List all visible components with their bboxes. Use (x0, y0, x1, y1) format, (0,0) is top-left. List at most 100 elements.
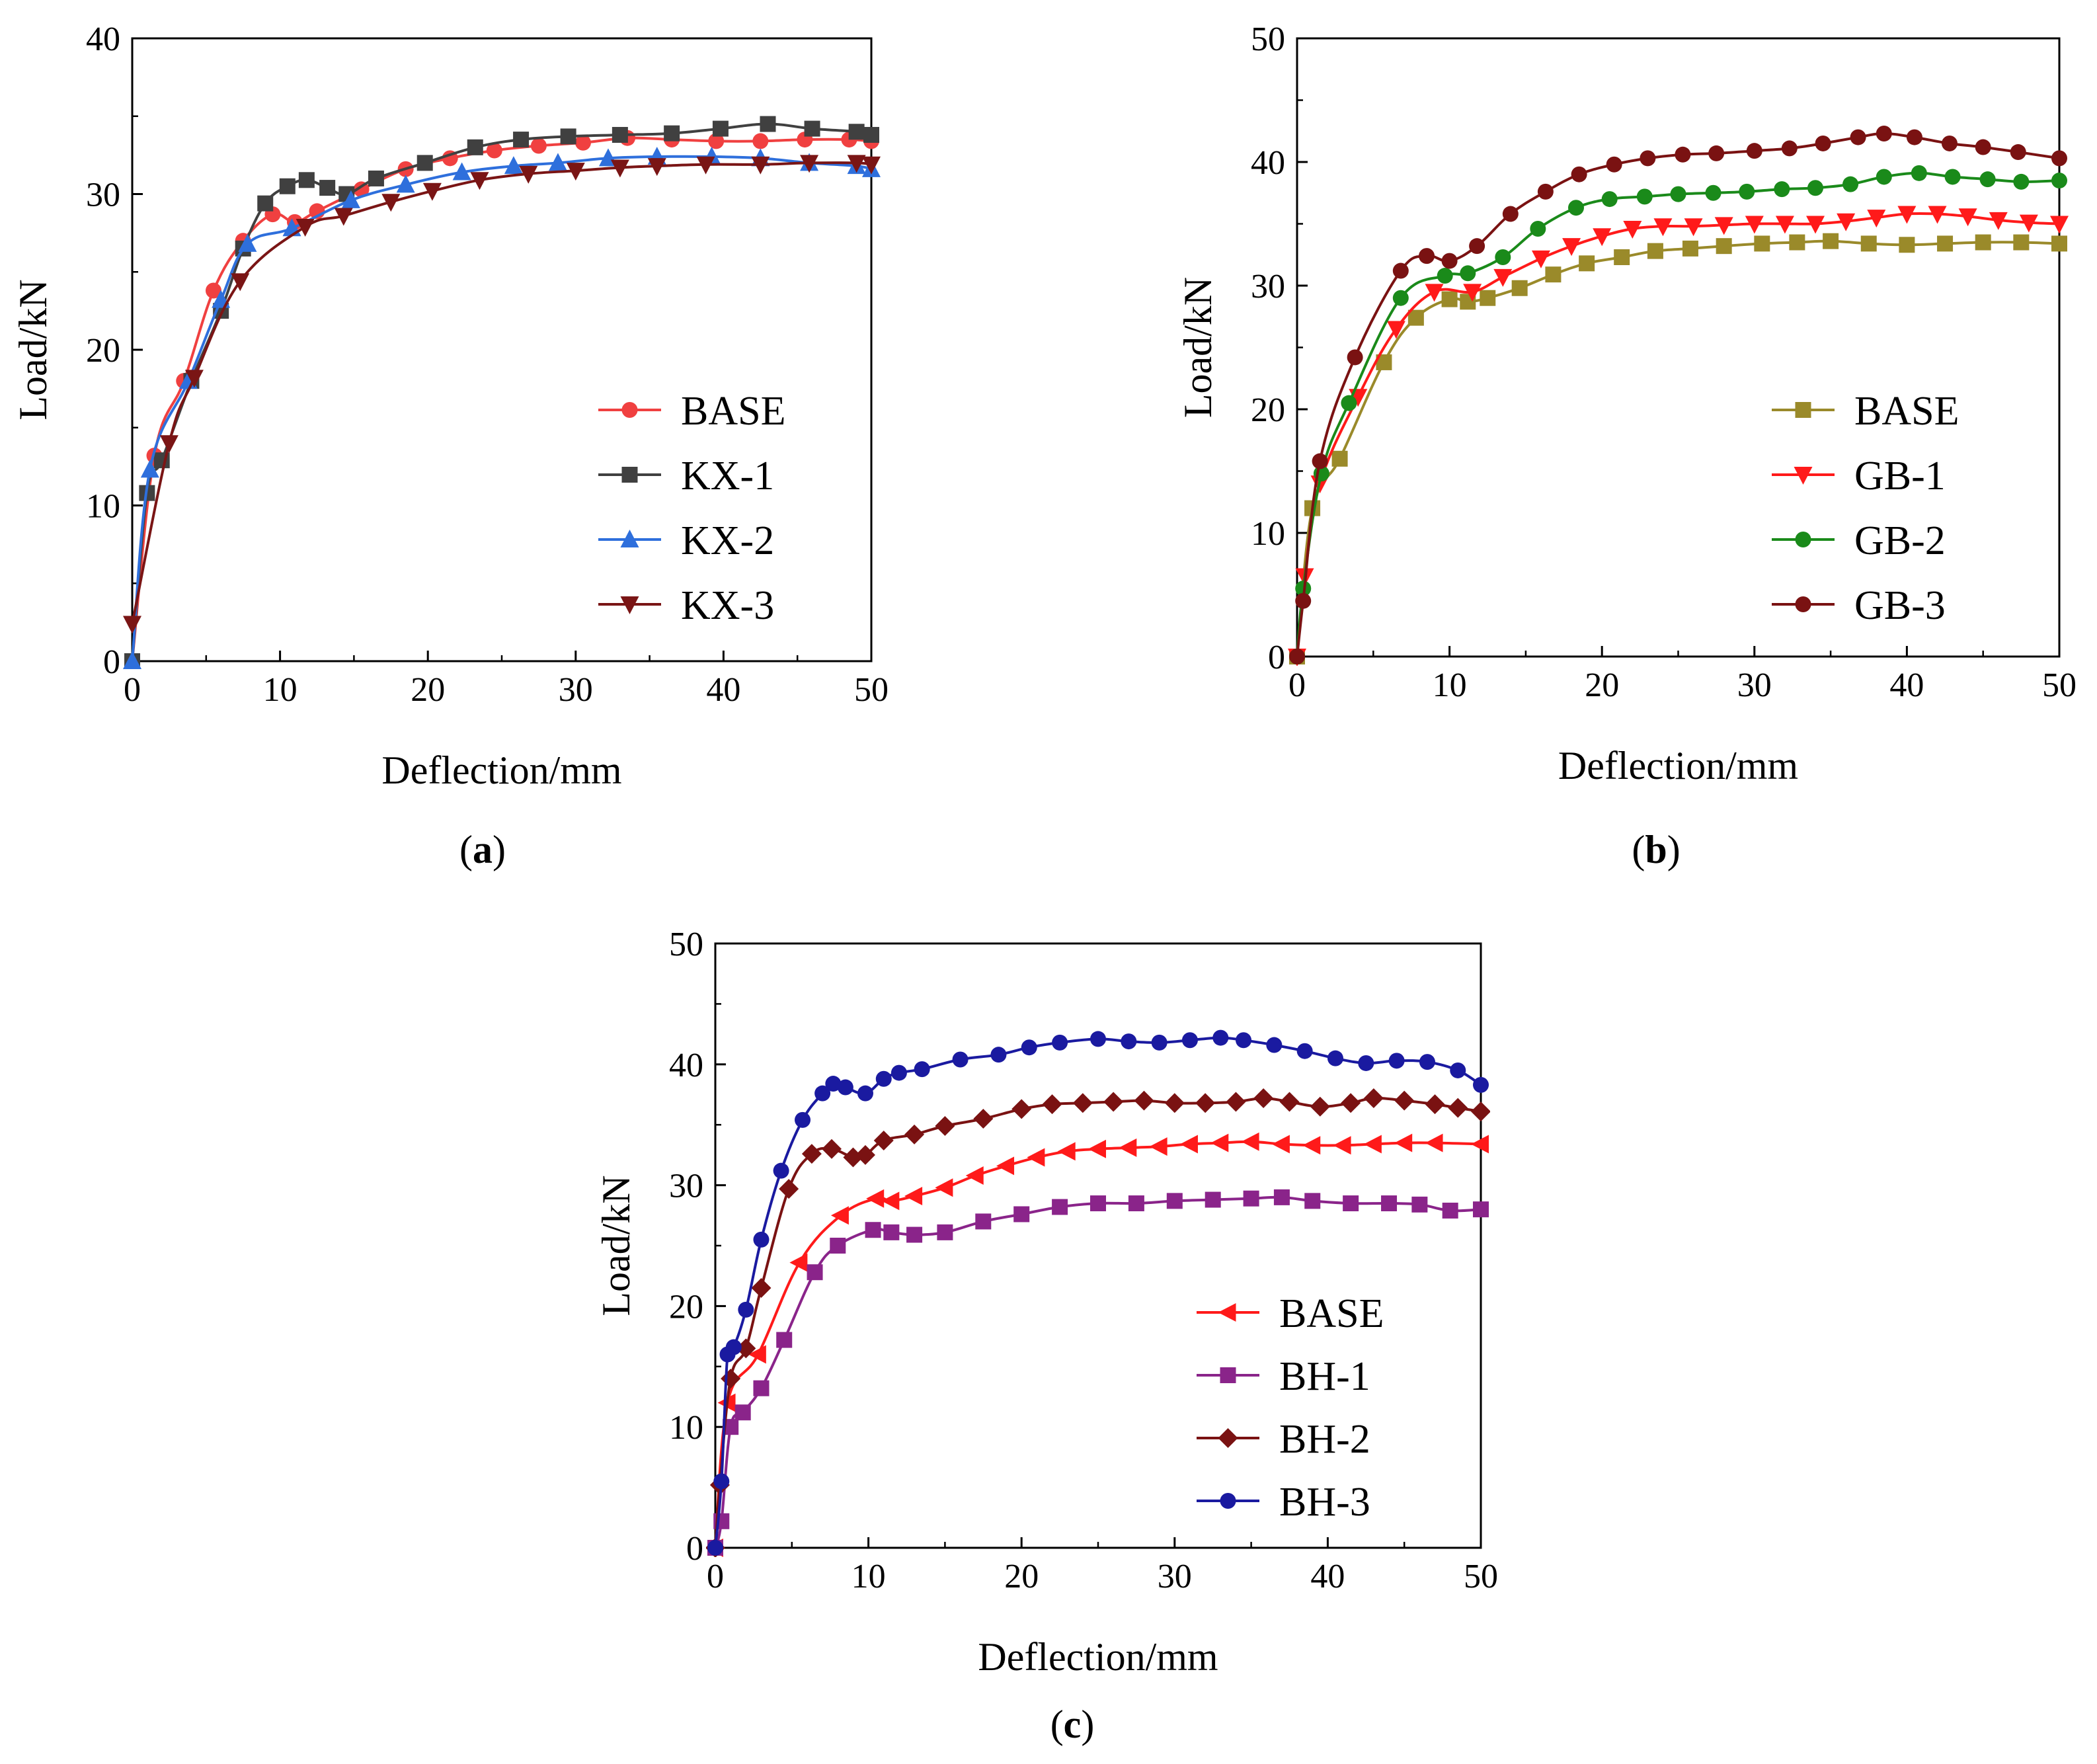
data-point (914, 1061, 930, 1078)
x-tick-label: 50 (854, 671, 889, 709)
data-point (847, 155, 866, 173)
x-tick-label: 50 (2042, 666, 2077, 704)
data-point (830, 1238, 846, 1254)
data-point (1511, 280, 1528, 296)
data-point (1495, 249, 1511, 265)
legend-swatch-marker (1794, 467, 1813, 485)
data-point (1181, 1032, 1198, 1049)
series-bh-1 (707, 1189, 1489, 1556)
data-point (1437, 268, 1453, 284)
data-point (1684, 218, 1703, 237)
legend-item: BH-3 (1197, 1480, 1370, 1525)
data-point (1571, 166, 1587, 182)
data-point (1021, 1039, 1037, 1056)
data-point (1425, 1094, 1445, 1115)
series-base (706, 1132, 1489, 1557)
y-tick-label: 30 (669, 1168, 703, 1205)
data-point (1363, 1135, 1382, 1154)
x-tick-label: 30 (559, 671, 593, 709)
x-tick-label: 50 (1464, 1558, 1498, 1595)
data-point (990, 1047, 1007, 1063)
data-point (1450, 1062, 1466, 1078)
data-point (319, 180, 336, 196)
data-point (1442, 1202, 1458, 1219)
panel-label-close: ) (1667, 828, 1681, 871)
panel-label-letter: a (473, 828, 493, 871)
y-tick-label: 0 (1268, 639, 1285, 676)
data-point (238, 233, 257, 252)
data-point (566, 163, 585, 181)
data-point (1739, 183, 1755, 200)
data-point (1502, 206, 1519, 222)
data-point (1425, 1133, 1443, 1152)
data-point (1121, 1033, 1137, 1050)
data-point (862, 156, 881, 175)
data-point (751, 1277, 772, 1298)
data-point (1179, 1135, 1198, 1154)
x-tick-label: 20 (1004, 1558, 1039, 1595)
x-tick-label: 0 (707, 1558, 724, 1595)
data-point (1273, 1189, 1290, 1205)
legend: BASE GB-1 GB-2 GB-3 (1772, 389, 1959, 628)
data-point (776, 1332, 793, 1348)
x-axis-title: Deflection/mm (978, 1635, 1218, 1679)
data-point (1388, 1053, 1405, 1069)
y-tick-label: 0 (103, 643, 120, 681)
data-point (1705, 184, 1721, 201)
data-point (1419, 1054, 1435, 1070)
data-point (422, 182, 442, 201)
data-point (1381, 1195, 1398, 1212)
legend-item: BH-1 (1197, 1354, 1370, 1399)
y-tick-label: 50 (669, 926, 703, 963)
panel-label-close: ) (1081, 1703, 1094, 1746)
data-point (1815, 135, 1831, 151)
data-point (1606, 156, 1622, 173)
data-point (231, 273, 250, 292)
data-point (1302, 1136, 1321, 1155)
data-point (1837, 213, 1856, 231)
data-point (883, 1224, 900, 1240)
data-point (1392, 290, 1409, 306)
legend-label: BH-3 (1279, 1480, 1370, 1525)
data-point (1944, 169, 1961, 185)
data-point (1928, 206, 1947, 224)
y-tick-label: 40 (669, 1047, 703, 1084)
data-point (1271, 1135, 1290, 1154)
data-point (890, 1064, 907, 1081)
legend-label: BASE (1279, 1291, 1384, 1336)
data-point (1363, 1088, 1384, 1108)
data-point (1471, 1135, 1489, 1154)
data-point (1295, 592, 1312, 609)
data-point (1103, 1092, 1124, 1112)
legend-item: KX-3 (598, 583, 774, 628)
chart-panel-b: 0 10 20 30 40 50 0 10 20 30 40 50 Deflection/mm Load/… (1176, 20, 2077, 787)
data-point (1640, 150, 1656, 167)
data-point (1341, 1093, 1361, 1113)
data-point (1128, 1195, 1144, 1212)
panel-label-open: ( (459, 828, 473, 871)
legend-item: KX-1 (598, 454, 774, 499)
series-line (1296, 212, 2061, 658)
data-point (996, 1156, 1015, 1176)
legend-label: GB-2 (1854, 518, 1946, 563)
data-point (1975, 234, 1991, 251)
legend-item: BH-2 (1197, 1417, 1370, 1462)
data-point (1149, 1137, 1167, 1156)
data-point (935, 1116, 955, 1137)
data-point (2010, 144, 2026, 161)
data-point (1714, 217, 1733, 235)
data-point (736, 1338, 756, 1359)
data-point (713, 1473, 730, 1490)
data-point (140, 460, 159, 478)
data-point (1860, 235, 1877, 252)
panel-label: (b) (1632, 828, 1680, 871)
data-point (1210, 1133, 1229, 1152)
data-point (1253, 1088, 1274, 1108)
x-axis-title: Deflection/mm (1558, 744, 1798, 787)
data-point (2051, 150, 2067, 167)
data-point (1480, 290, 1496, 306)
data-point (1226, 1092, 1246, 1112)
legend-item: BASE (1772, 389, 1959, 434)
data-point (396, 175, 415, 193)
y-tick-label: 20 (86, 332, 120, 370)
